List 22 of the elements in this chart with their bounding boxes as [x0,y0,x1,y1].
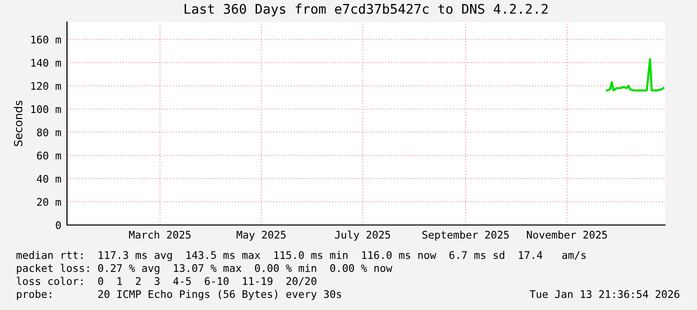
y-tick-label: 100 m [31,105,61,114]
x-tick-label: November 2025 [526,230,607,239]
x-tick-label: May 2025 [236,230,286,241]
x-tick-label: March 2025 [129,230,191,239]
y-tick-label: 60 m [37,152,61,160]
x-tick-label: September 2025 [422,230,509,241]
y-tick-label: 120 m [31,82,61,90]
y-tick-label: 0 [56,221,61,230]
y-tick-label: 40 m [36,174,61,183]
text: median rtt: 117.3 ms avg 143.5 ms max 115.0 ms min 116.0 ms now 6.7 ms sd 17.4 am/s [16,250,586,262]
y-tick-label: 80 m [37,128,61,136]
text: Tue Jan 13 21:36:54 2026 [530,290,680,298]
y-tick-label: 20 m [37,198,61,206]
y-tick-label: 140 m [31,58,61,67]
line-series [606,58,664,92]
y-tick-label: 160 m [31,36,61,44]
x-tick-label: July 2025 [335,230,390,241]
text: loss color: 0 1 2 3 4-5 6-10 11-19 20/20 [16,276,316,286]
text: probe: 20 ICMP Echo Pings (56 Bytes) every 30s [16,290,342,300]
text: packet loss: 0.27 % avg 13.07 % max 0.00 % min 0.00 % now [16,264,392,274]
chart-title: Last 360 Days from e7cd37b5427c to DNS 4.2.2.2 [184,4,548,16]
y-axis-title: Seconds [14,100,22,146]
